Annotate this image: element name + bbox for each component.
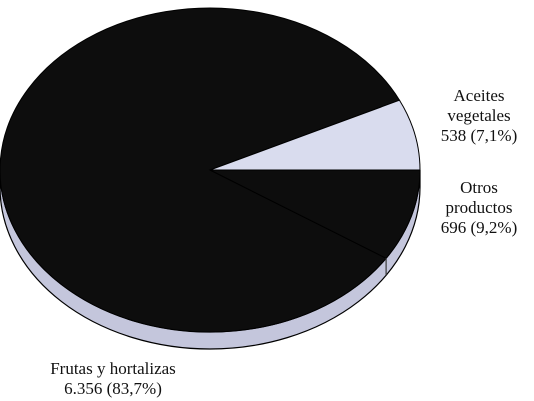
pie-slice-otros-productos (209, 169, 421, 259)
pie-slice-frutas-y-hortalizas (0, 7, 401, 333)
slice-label-aceites-vegetales: Aceites vegetales 538 (7,1%) (424, 86, 534, 146)
slice-label-frutas-y-hortalizas: Frutas y hortalizas 6.356 (83,7%) (8, 359, 218, 399)
slice-label-frutas-value: 6.356 (83,7%) (64, 379, 162, 398)
slice-label-aceites-name-2: vegetales (447, 106, 511, 125)
slice-label-otros-name-2: productos (445, 198, 513, 217)
slice-label-aceites-name-1: Aceites (453, 86, 505, 105)
slice-label-otros-name-1: Otros (460, 178, 498, 197)
slice-label-frutas-name: Frutas y hortalizas (50, 359, 176, 378)
slice-label-otros-value: 696 (9,2%) (440, 218, 518, 237)
slice-label-aceites-value: 538 (7,1%) (440, 126, 518, 145)
slice-label-otros-productos: Otros productos 696 (9,2%) (424, 178, 534, 238)
